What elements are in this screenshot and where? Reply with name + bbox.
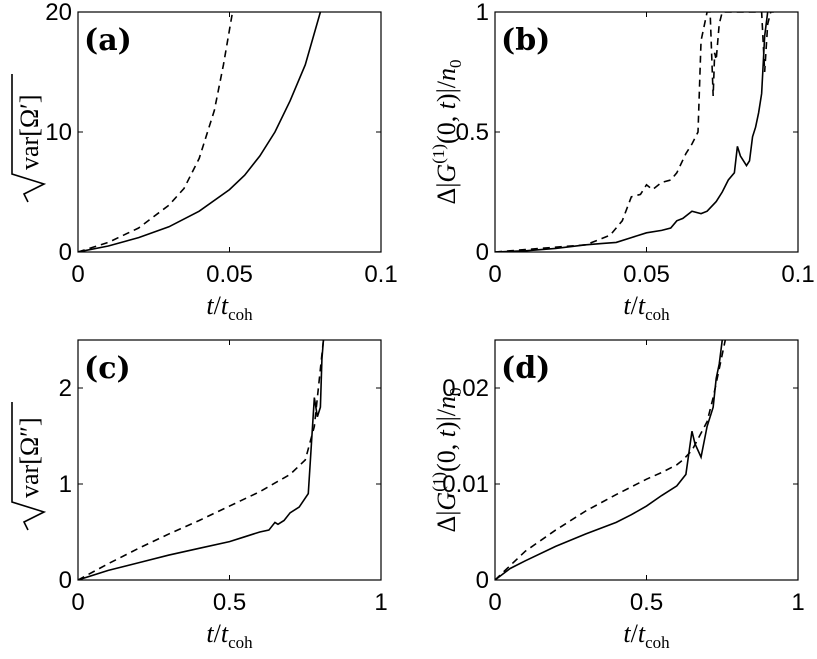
y-axis-label-text: var[Ω″] [15,417,44,498]
solid-series-line [495,340,724,580]
panel-a: 0 0.05 0.1 0 10 20 (a) t/tcoh var[Ω′] [11,0,398,324]
solid-series-line [78,12,322,252]
y-axis-label-text: var[Ω′] [15,94,44,170]
dashed-series-line [78,12,234,252]
x-tick-label: 0 [488,261,501,288]
y-axis-label-text: Δ|G(1)(0, t)|/n0 [429,59,465,204]
y-tick-label: 20 [45,0,72,26]
y-tick-label: 0.5 [456,119,489,146]
x-tick-label: 1 [791,589,804,616]
x-axis-label: t/tcoh [206,619,253,652]
panel-d: 0 0.5 1 0 0.01 0.02 (d) t/tcoh Δ|G(1)(0, t)|/n0 [429,339,805,652]
solid-series-line [78,340,325,580]
x-tick-label: 0.1 [781,261,814,288]
panel-label: (a) [84,23,132,58]
y-tick-label: 0 [59,239,72,266]
x-tick-label: 0 [71,261,84,288]
y-tick-label: 0 [476,239,489,266]
x-axis-label: t/tcoh [623,291,670,324]
x-axis-label: t/tcoh [623,619,670,652]
y-tick-label: 0 [59,567,72,594]
x-tick-label: 0.5 [630,589,663,616]
dashed-series-line [495,12,774,252]
y-tick-label: 0.02 [442,375,489,402]
panel-b: 0 0.05 0.1 0 0.5 1 (b) t/tcoh Δ|G(1)(0, t)|/n0 [429,0,815,324]
sqrt-symbol [11,74,47,203]
x-tick-label: 1 [374,589,387,616]
panel-label: (c) [84,351,131,386]
y-tick-label: 1 [59,471,72,498]
dashed-series-line [78,340,325,580]
panel-label: (b) [501,23,550,58]
y-axis-label: Δ|G(1)(0, t)|/n0 [429,387,465,532]
x-axis-label: t/tcoh [206,291,253,324]
x-tick-label: 0.05 [623,261,670,288]
y-axis-label: Δ|G(1)(0, t)|/n0 [429,59,465,204]
y-axis-label: var[Ω″] [11,402,47,531]
x-tick-label: 0.05 [206,261,253,288]
y-tick-label: 10 [45,119,72,146]
dashed-series-line [495,340,727,580]
y-axis-label: var[Ω′] [11,74,47,203]
y-tick-label: 2 [59,375,72,402]
x-tick-label: 0 [71,589,84,616]
y-tick-label: 1 [476,0,489,26]
x-tick-label: 0.1 [364,261,397,288]
y-tick-label: 0 [476,567,489,594]
sqrt-symbol [11,402,47,531]
x-tick-label: 0.5 [213,589,246,616]
solid-series-line [495,12,769,252]
x-tick-label: 0 [488,589,501,616]
y-tick-label: 0.01 [442,471,489,498]
y-axis-label-text: Δ|G(1)(0, t)|/n0 [429,387,465,532]
panel-label: (d) [501,351,550,386]
panel-c: 0 0.5 1 0 1 2 (c) t/tcoh var[Ω″] [11,339,388,652]
